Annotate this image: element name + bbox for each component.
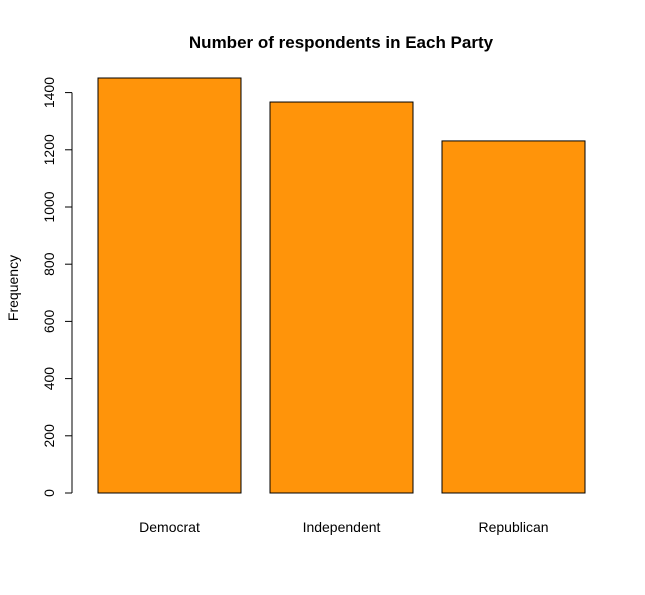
bar-independent [269, 101, 414, 494]
bar-republican [441, 140, 586, 494]
chart-title: Number of respondents in Each Party [189, 33, 494, 52]
y-tick-label: 1200 [41, 134, 57, 165]
bar-democrat [97, 77, 242, 494]
x-tick-label-republican: Republican [478, 519, 548, 535]
y-tick-label: 1400 [41, 77, 57, 108]
x-tick-label-independent: Independent [303, 519, 381, 535]
y-axis: 0 200 400 600 800 1000 1200 1400 [41, 77, 73, 497]
y-tick-label: 600 [41, 310, 57, 334]
y-tick-label: 1000 [41, 191, 57, 222]
x-tick-label-democrat: Democrat [139, 519, 200, 535]
y-tick-label: 800 [41, 252, 57, 276]
y-tick-label: 0 [41, 489, 57, 497]
bars-group [97, 77, 586, 494]
y-axis-label: Frequency [5, 255, 21, 321]
x-axis-labels: Democrat Independent Republican [139, 519, 548, 535]
y-tick-label: 200 [41, 424, 57, 448]
y-tick-label: 400 [41, 367, 57, 391]
